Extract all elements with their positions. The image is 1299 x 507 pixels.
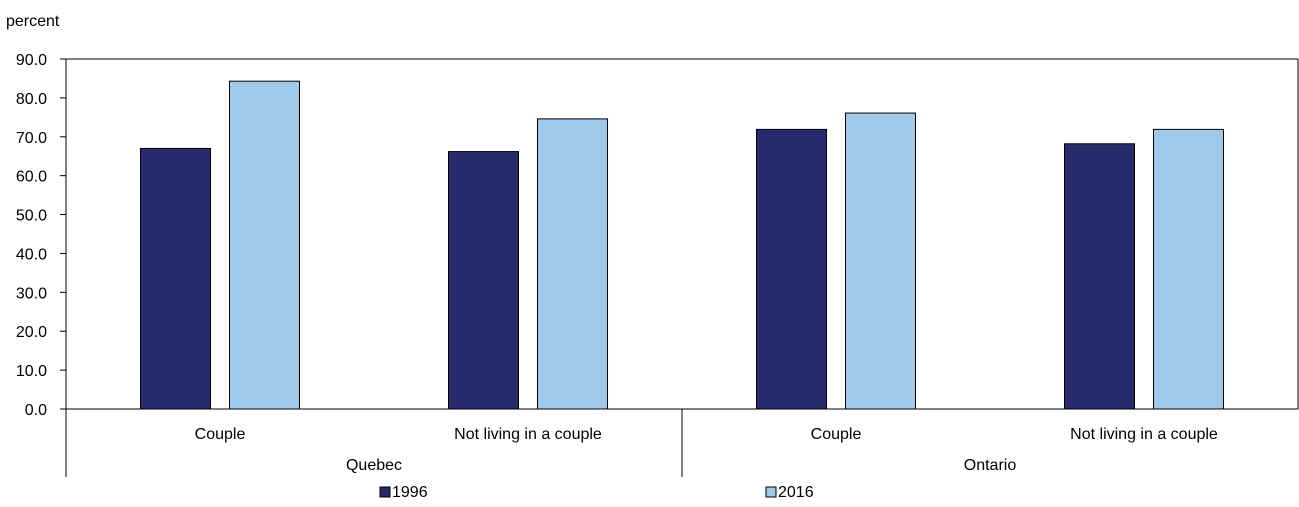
bar-2016-1	[229, 80, 300, 410]
x-tick-label: Couple	[811, 426, 862, 443]
legend-swatch-1996	[379, 486, 391, 498]
bars	[140, 80, 1224, 410]
bar-2016-3	[845, 112, 916, 410]
legend-label-2016: 2016	[778, 484, 814, 501]
bar-1996-3	[756, 128, 827, 410]
legend: 1996 2016	[379, 484, 814, 501]
y-tick-label: 20.0	[16, 324, 47, 341]
group-label: Ontario	[964, 457, 1017, 474]
bar-1996-2	[448, 151, 519, 410]
bar-2016-4	[1153, 128, 1224, 410]
group-label: Quebec	[346, 457, 402, 474]
y-tick-label: 60.0	[16, 169, 47, 186]
y-tick-label: 40.0	[16, 246, 47, 263]
y-tick-label: 80.0	[16, 91, 47, 108]
x-axis: Couple Not living in a couple Couple Not li…	[65, 409, 1218, 477]
bar-2016-2	[537, 118, 608, 410]
x-tick-label: Not living in a couple	[1070, 426, 1218, 443]
x-tick-label: Not living in a couple	[454, 426, 602, 443]
y-tick-label: 10.0	[16, 363, 47, 380]
y-tick-label: 90.0	[16, 52, 47, 69]
x-tick-label: Couple	[195, 426, 246, 443]
y-tick-label: 70.0	[16, 130, 47, 147]
y-tick-label: 30.0	[16, 285, 47, 302]
legend-swatch-2016	[765, 486, 777, 498]
legend-label-1996: 1996	[392, 484, 428, 501]
y-axis: 0.0 10.0 20.0 30.0 40.0 50.0 60.0 70.0 80.0 90.0	[16, 52, 66, 419]
y-tick-label: 0.0	[25, 402, 47, 419]
bar-1996-1	[140, 147, 211, 410]
y-axis-title: percent	[6, 13, 60, 30]
bar-1996-4	[1064, 143, 1135, 410]
y-tick-label: 50.0	[16, 208, 47, 225]
